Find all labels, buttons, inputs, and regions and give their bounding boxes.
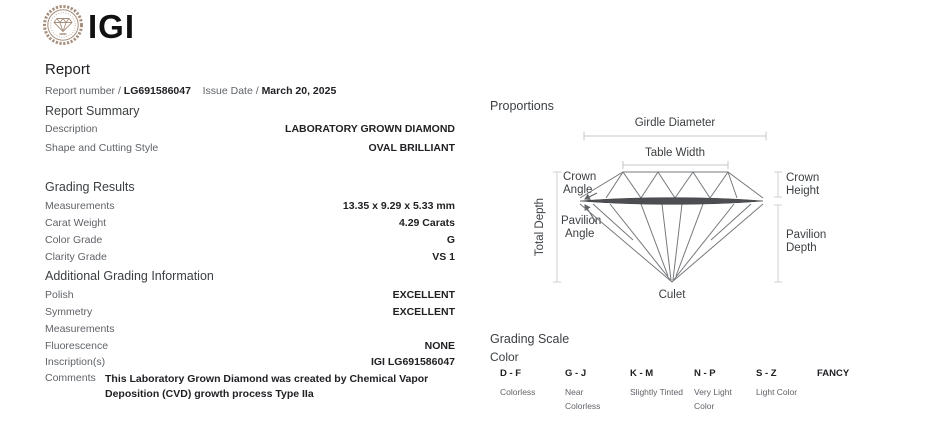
scale-col-s-z: S - Z Light Color <box>756 368 797 400</box>
row-value: IGI LG691586047 <box>370 356 455 368</box>
issue-date: March 20, 2025 <box>261 85 337 97</box>
diamond-proportions-diagram: Girdle Diameter Table Width Total Depth … <box>534 117 826 301</box>
pavilion-angle-arrow <box>584 204 598 225</box>
row-label: Polish <box>45 289 74 301</box>
report-meta: Report number / LG691586047 Issue Date /… <box>45 85 336 97</box>
summary-row-shape: Shape and Cutting Style OVAL BRILLIANT <box>45 142 455 154</box>
section-title-grading-scale: Grading Scale <box>490 332 570 346</box>
scale-desc: Near Colorless <box>565 386 600 413</box>
additional-row-inscription: Inscription(s) IGI LG691586047 <box>45 356 455 368</box>
grading-row-clarity-grade: Clarity Grade VS 1 <box>45 251 455 263</box>
label-pavilion-depth-line1: Pavilion <box>786 229 826 241</box>
comments-row: Comments This Laboratory Grown Diamond w… <box>45 372 455 402</box>
label-pavilion-depth-line2: Depth <box>786 242 817 254</box>
report-title: Report <box>45 61 91 78</box>
label-girdle-diameter: Girdle Diameter <box>635 117 716 129</box>
label-crown-height-line2: Height <box>786 185 820 197</box>
section-title-report-summary: Report Summary <box>45 104 140 118</box>
scale-desc-line: Colorless <box>500 387 536 397</box>
row-value: LABORATORY GROWN DIAMOND <box>285 123 455 135</box>
comments-label: Comments <box>45 372 96 384</box>
row-label: Shape and Cutting Style <box>45 142 159 154</box>
scale-desc: Slightly Tinted <box>630 386 683 400</box>
row-label: Measurements <box>45 323 115 335</box>
scale-range: G - J <box>565 368 587 379</box>
row-label: Symmetry <box>45 306 93 318</box>
row-label: Fluorescence <box>45 340 109 352</box>
row-label: Color Grade <box>45 234 103 246</box>
row-value: NONE <box>424 340 455 352</box>
scale-desc-line: Colorless <box>565 400 601 411</box>
grading-row-carat-weight: Carat Weight 4.29 Carats <box>45 217 455 229</box>
row-value: VS 1 <box>432 251 455 263</box>
row-label: Description <box>45 123 98 135</box>
row-value: 4.29 Carats <box>398 217 455 229</box>
scale-col-g-j: G - J Near Colorless <box>565 368 600 413</box>
section-title-grading-results: Grading Results <box>45 180 135 194</box>
scale-desc: Light Color <box>756 386 797 400</box>
section-title-proportions: Proportions <box>490 99 554 113</box>
girdle-diameter-line <box>583 131 767 141</box>
scale-desc-line: Very Light <box>694 387 732 397</box>
additional-row-measurements: Measurements <box>45 323 455 335</box>
scale-desc-line: Color <box>694 400 715 411</box>
label-crown-angle-line2: Angle <box>563 184 592 196</box>
section-title-additional-grading: Additional Grading Information <box>45 269 214 283</box>
label-crown-angle-line1: Crown <box>563 171 596 183</box>
scale-range: N - P <box>694 368 716 379</box>
row-value: G <box>446 234 455 246</box>
label-table-width: Table Width <box>645 147 705 159</box>
additional-row-symmetry: Symmetry EXCELLENT <box>45 306 455 318</box>
row-value: EXCELLENT <box>392 306 455 318</box>
scale-desc-line: Slightly Tinted <box>630 387 683 397</box>
summary-row-description: Description LABORATORY GROWN DIAMOND <box>45 123 455 135</box>
scale-subtitle-color: Color <box>490 350 519 364</box>
scale-range: S - Z <box>756 368 777 379</box>
label-total-depth: Total Depth <box>534 198 546 256</box>
total-depth-bracket <box>553 171 561 283</box>
scale-col-n-p: N - P Very Light Color <box>694 368 732 413</box>
igi-wordmark: IGI <box>88 8 136 45</box>
issue-date-label: Issue Date / <box>202 85 259 97</box>
row-value: EXCELLENT <box>392 289 455 301</box>
igi-seal-icon <box>42 4 84 51</box>
label-crown-height-line1: Crown <box>786 172 819 184</box>
scale-desc: Very Light Color <box>694 386 732 413</box>
row-label: Clarity Grade <box>45 251 107 263</box>
row-value: 13.35 x 9.29 x 5.33 mm <box>342 200 455 212</box>
additional-row-fluorescence: Fluorescence NONE <box>45 340 455 352</box>
label-pavilion-angle-line1: Pavilion <box>561 215 601 227</box>
pavilion-depth-bracket <box>774 204 782 283</box>
table-width-line <box>622 161 729 169</box>
row-label: Measurements <box>45 200 115 212</box>
scale-desc-line: Near <box>565 387 584 397</box>
row-value: OVAL BRILLIANT <box>368 142 455 154</box>
scale-col-k-m: K - M Slightly Tinted <box>630 368 683 400</box>
label-pavilion-angle-line2: Angle <box>565 228 594 240</box>
scale-col-d-f: D - F Colorless <box>500 368 535 400</box>
seal-diamond-glyph <box>53 18 73 35</box>
label-culet: Culet <box>659 289 687 301</box>
grading-row-measurements: Measurements 13.35 x 9.29 x 5.33 mm <box>45 200 455 212</box>
scale-range: D - F <box>500 368 522 379</box>
additional-row-polish: Polish EXCELLENT <box>45 289 455 301</box>
row-label: Inscription(s) <box>45 356 106 368</box>
scale-desc-line: Light Color <box>756 387 798 397</box>
report-number-label: Report number / <box>45 85 121 97</box>
comments-text: This Laboratory Grown Diamond was create… <box>105 373 429 400</box>
grading-row-color-grade: Color Grade G <box>45 234 455 246</box>
scale-desc: Colorless <box>500 386 535 400</box>
crown-height-bracket <box>774 171 782 198</box>
girdle-band <box>579 197 764 205</box>
scale-range: FANCY <box>817 368 850 379</box>
scale-range: K - M <box>630 368 654 379</box>
row-label: Carat Weight <box>45 217 107 229</box>
diamond-profile-drawing <box>579 171 764 283</box>
report-number: LG691586047 <box>123 85 191 97</box>
crown-angle-arrow <box>584 192 598 200</box>
scale-col-fancy: FANCY <box>817 368 849 386</box>
